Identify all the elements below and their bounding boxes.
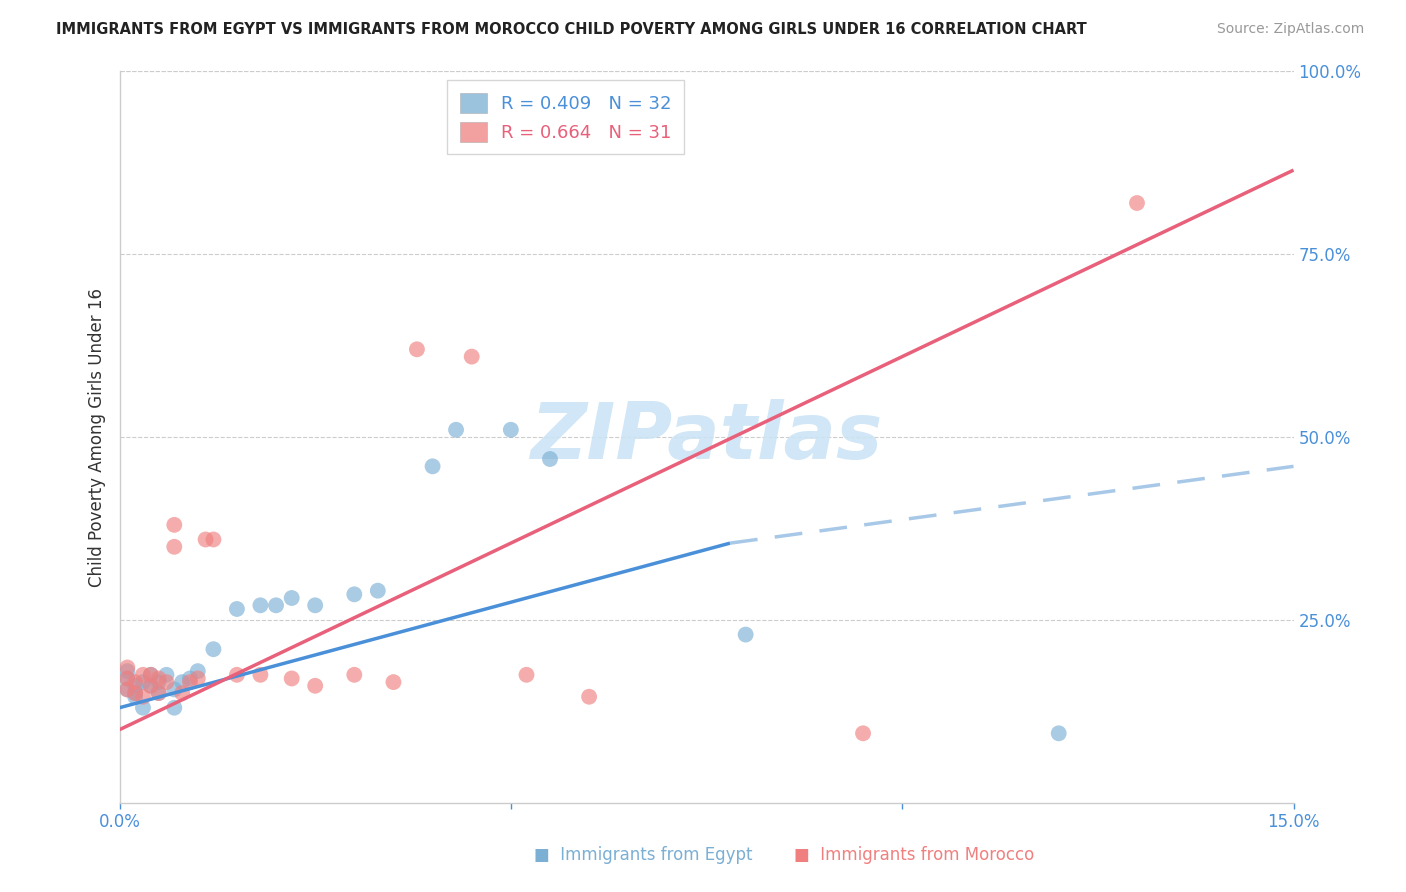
Point [460, 350, 484, 364]
Point [187, 664, 209, 678]
Point [1126, 196, 1149, 211]
Point [304, 679, 326, 693]
Point [139, 667, 162, 681]
Point [444, 423, 467, 437]
Text: Source: ZipAtlas.com: Source: ZipAtlas.com [1216, 22, 1364, 37]
Point [225, 602, 249, 616]
Point [382, 675, 405, 690]
Point [343, 667, 366, 681]
Point [124, 675, 146, 690]
Point [148, 686, 170, 700]
Point [264, 599, 287, 613]
Point [249, 667, 271, 681]
Point [132, 690, 155, 704]
Point [132, 675, 155, 690]
Point [117, 672, 139, 686]
Point [132, 700, 155, 714]
Point [124, 679, 146, 693]
Point [422, 459, 444, 474]
Point [139, 679, 162, 693]
Point [163, 517, 186, 532]
Point [1047, 726, 1070, 740]
Point [163, 682, 186, 697]
Point [343, 587, 366, 601]
Point [117, 682, 139, 697]
Point [280, 591, 302, 605]
Point [499, 423, 522, 437]
Point [179, 672, 201, 686]
Point [406, 343, 429, 357]
Point [124, 690, 146, 704]
Point [139, 679, 162, 693]
Point [225, 667, 249, 681]
Point [148, 675, 170, 690]
Point [163, 700, 186, 714]
Point [179, 675, 201, 690]
Point [280, 672, 302, 686]
Point [367, 583, 389, 598]
Point [852, 726, 875, 740]
Point [202, 642, 225, 657]
Legend: R = 0.409   N = 32, R = 0.664   N = 31: R = 0.409 N = 32, R = 0.664 N = 31 [447, 80, 685, 154]
Point [139, 667, 162, 681]
Point [172, 686, 194, 700]
Point [117, 664, 139, 678]
Text: ZIPatlas: ZIPatlas [530, 399, 883, 475]
Point [163, 540, 186, 554]
Point [124, 686, 146, 700]
Y-axis label: Child Poverty Among Girls Under 16: Child Poverty Among Girls Under 16 [87, 287, 105, 587]
Point [515, 667, 537, 681]
Point [148, 672, 170, 686]
Point [155, 675, 177, 690]
Point [578, 690, 600, 704]
Point [202, 533, 225, 547]
Point [538, 452, 561, 467]
Point [132, 667, 155, 681]
Point [734, 627, 756, 641]
Text: ■  Immigrants from Morocco: ■ Immigrants from Morocco [794, 846, 1035, 863]
Point [117, 660, 139, 674]
Point [172, 675, 194, 690]
Text: ■  Immigrants from Egypt: ■ Immigrants from Egypt [534, 846, 752, 863]
Point [148, 686, 170, 700]
Point [194, 533, 217, 547]
Point [249, 599, 271, 613]
Point [155, 667, 177, 681]
Text: IMMIGRANTS FROM EGYPT VS IMMIGRANTS FROM MOROCCO CHILD POVERTY AMONG GIRLS UNDER: IMMIGRANTS FROM EGYPT VS IMMIGRANTS FROM… [56, 22, 1087, 37]
Point [117, 682, 139, 697]
Point [124, 686, 146, 700]
Point [187, 672, 209, 686]
Point [117, 672, 139, 686]
Point [304, 599, 326, 613]
